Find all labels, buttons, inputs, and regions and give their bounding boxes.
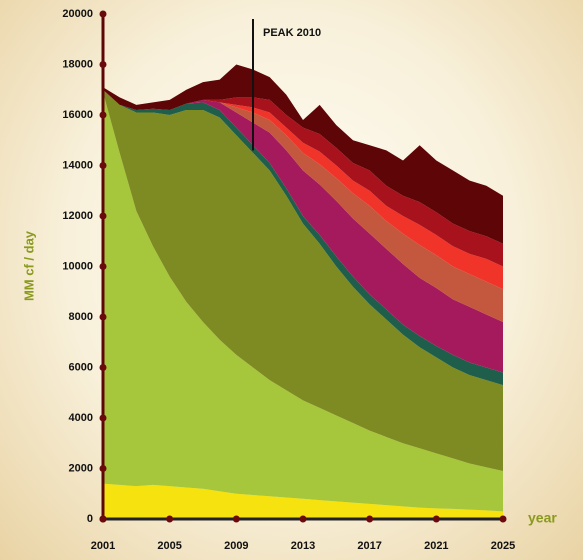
x-tick-label: 2025 (491, 540, 515, 552)
y-tick (99, 61, 107, 68)
x-tick-label: 2017 (357, 540, 381, 552)
x-tick (366, 515, 374, 523)
y-tick-label: 10000 (62, 260, 93, 272)
annotation-text: PEAK 2010 (263, 27, 321, 39)
x-tick (99, 515, 107, 523)
y-tick (99, 263, 107, 270)
y-tick (99, 212, 107, 220)
x-tick-label: 2021 (424, 540, 448, 552)
area (103, 89, 503, 323)
x-tick-label: 2013 (291, 540, 315, 552)
y-tick (99, 313, 107, 321)
x-tick-label: 2001 (91, 540, 115, 552)
y-tick-label: 4000 (69, 412, 93, 424)
y-tick (99, 414, 107, 422)
x-tick (499, 515, 507, 523)
x-tick-label: 2005 (157, 540, 181, 552)
y-tick-label: 18000 (62, 58, 93, 70)
area (103, 89, 503, 472)
x-tick (166, 515, 174, 523)
y-tick (99, 465, 107, 472)
area (103, 89, 503, 373)
area (103, 89, 503, 290)
area (103, 64, 503, 244)
y-tick-label: 6000 (69, 361, 93, 373)
area (103, 89, 503, 267)
y-tick (99, 364, 107, 371)
y-tick-label: 16000 (62, 109, 93, 121)
y-tick-label: 0 (87, 513, 93, 525)
x-tick-label: 2009 (224, 540, 248, 552)
y-tick-label: 14000 (62, 159, 93, 171)
area (103, 483, 503, 519)
y-tick (99, 162, 107, 169)
y-tick-label: 20000 (62, 8, 93, 20)
x-tick (299, 515, 307, 523)
x-axis-label: year (528, 510, 557, 526)
y-axis-label: MM cf / day (21, 230, 36, 301)
x-tick (432, 515, 440, 523)
y-tick-label: 12000 (62, 210, 93, 222)
area (103, 92, 503, 512)
y-tick (99, 111, 107, 119)
x-tick (232, 515, 240, 523)
y-tick-label: 8000 (69, 311, 93, 323)
y-tick-label: 2000 (69, 462, 93, 474)
y-tick (99, 10, 107, 18)
